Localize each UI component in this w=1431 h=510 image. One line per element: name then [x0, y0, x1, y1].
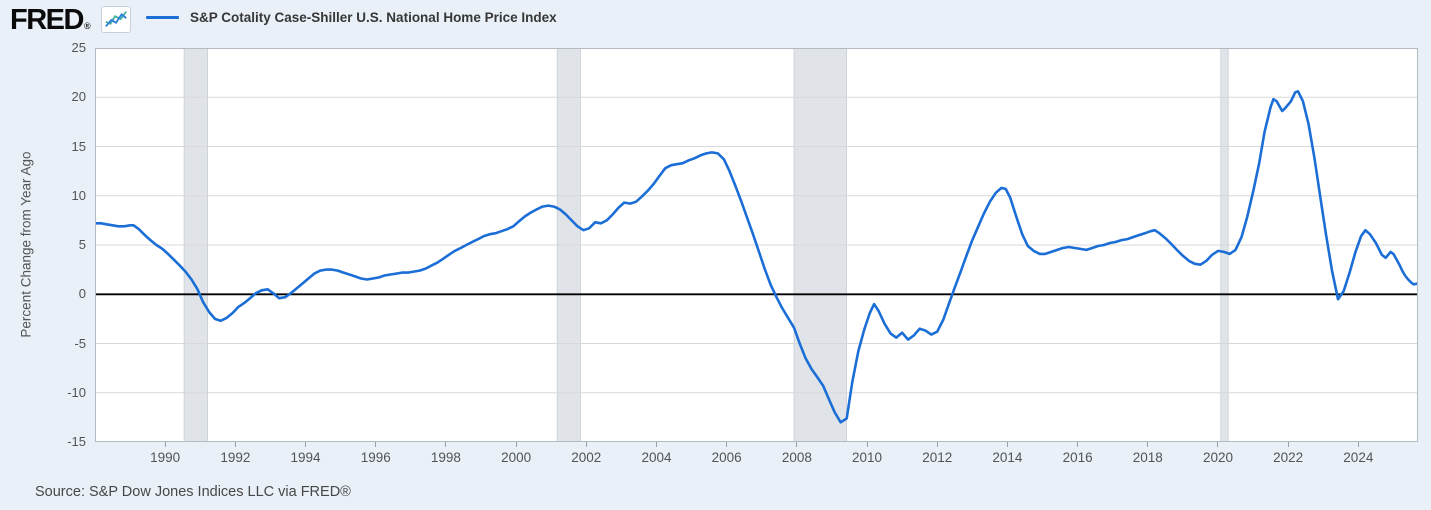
- y-tick-label: -15: [67, 434, 86, 449]
- y-tick-label: 0: [78, 286, 86, 302]
- chart-header: FRED® S&P Cotality Case-Shiller U.S. Nat…: [0, 0, 1431, 42]
- x-tick-mark: [655, 442, 657, 447]
- y-tick-label: 15: [71, 138, 86, 154]
- x-tick-mark: [1217, 442, 1219, 447]
- x-tick-label: 2024: [1343, 450, 1374, 465]
- y-tick-label: 10: [71, 187, 86, 203]
- x-tick-label: 2020: [1202, 450, 1233, 465]
- y-tick-label: -5: [74, 335, 86, 351]
- x-tick-mark: [726, 442, 728, 447]
- x-tick-mark: [164, 442, 166, 447]
- x-tick-mark: [1357, 442, 1359, 447]
- x-tick-mark: [305, 442, 307, 447]
- x-tick-label: 1990: [150, 450, 181, 465]
- x-tick-label: 2014: [992, 450, 1023, 465]
- x-tick-mark: [1006, 442, 1008, 447]
- legend-series-label: S&P Cotality Case-Shiller U.S. National …: [190, 10, 557, 25]
- x-tick-mark: [1287, 442, 1289, 447]
- x-tick-mark: [866, 442, 868, 447]
- x-tick-mark: [936, 442, 938, 447]
- x-tick-mark: [585, 442, 587, 447]
- legend-line-key-icon: [146, 16, 179, 19]
- series-line: [95, 90, 1418, 424]
- x-tick-mark: [515, 442, 517, 447]
- x-tick-label: 1998: [430, 450, 461, 465]
- legend: S&P Cotality Case-Shiller U.S. National …: [146, 10, 557, 25]
- x-tick-label: 1996: [360, 450, 391, 465]
- x-tick-mark: [796, 442, 798, 447]
- x-tick-label: 2000: [501, 450, 532, 465]
- x-tick-mark: [234, 442, 236, 447]
- x-tick-mark: [1147, 442, 1149, 447]
- x-tick-mark: [445, 442, 447, 447]
- fred-logo-text: FRED: [10, 4, 84, 36]
- y-tick-label: 25: [71, 40, 86, 55]
- source-note: Source: S&P Dow Jones Indices LLC via FR…: [35, 484, 351, 500]
- plot-area[interactable]: [95, 48, 1418, 442]
- registered-mark-icon: ®: [83, 21, 91, 31]
- y-tick-label: -10: [67, 384, 86, 400]
- x-tick-label: 2012: [922, 450, 953, 465]
- x-tick-label: 2008: [781, 450, 812, 465]
- y-tick-label: 20: [71, 89, 86, 105]
- x-tick-mark: [375, 442, 377, 447]
- x-tick-label: 2010: [852, 450, 883, 465]
- x-tick-label: 2022: [1273, 450, 1304, 465]
- x-tick-label: 2006: [711, 450, 742, 465]
- x-tick-label: 2016: [1062, 450, 1093, 465]
- line-chart: [95, 48, 1418, 442]
- fred-mini-chart-icon: [101, 6, 131, 33]
- x-tick-label: 1994: [290, 450, 321, 465]
- fred-logo[interactable]: FRED®: [10, 4, 91, 42]
- y-tick-label: 5: [78, 237, 86, 252]
- x-tick-label: 1992: [220, 450, 251, 465]
- x-tick-mark: [1077, 442, 1079, 447]
- plot-border: [95, 48, 1418, 442]
- x-tick-label: 2018: [1132, 450, 1163, 465]
- x-tick-label: 2002: [571, 450, 602, 465]
- x-tick-label: 2004: [641, 450, 672, 465]
